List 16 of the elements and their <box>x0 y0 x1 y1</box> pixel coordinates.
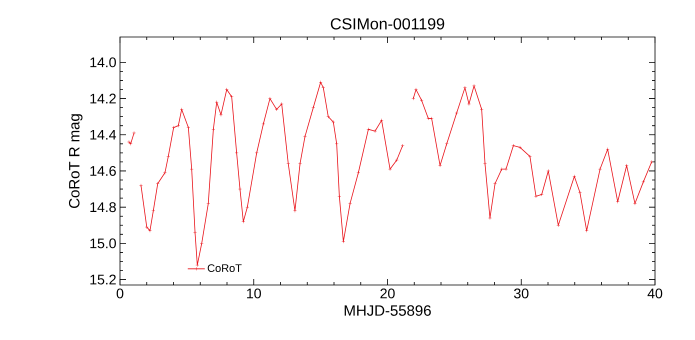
x-axis-title: MHJD-55896 <box>344 305 431 316</box>
y-tick-label: 14.4 <box>90 130 116 140</box>
x-tick-label: 0 <box>116 288 124 298</box>
y-tick-label: 15.2 <box>90 274 116 285</box>
y-tick-label: 14.8 <box>90 202 116 212</box>
y-tick-label: 14.2 <box>90 94 116 104</box>
x-tick-label: 30 <box>514 288 528 298</box>
y-tick-label: 14.6 <box>90 166 116 176</box>
legend-label: CoRoT <box>208 264 242 272</box>
x-tick-label: 10 <box>247 288 261 298</box>
chart-title: CSIMon-001199 <box>330 18 444 30</box>
x-tick-label: 40 <box>648 288 662 298</box>
x-tick-label: 20 <box>380 288 395 298</box>
y-tick-label: 14.0 <box>90 57 116 68</box>
y-axis-title: CoRoT R mag <box>68 114 82 208</box>
y-tick-label: 15.0 <box>90 238 116 248</box>
